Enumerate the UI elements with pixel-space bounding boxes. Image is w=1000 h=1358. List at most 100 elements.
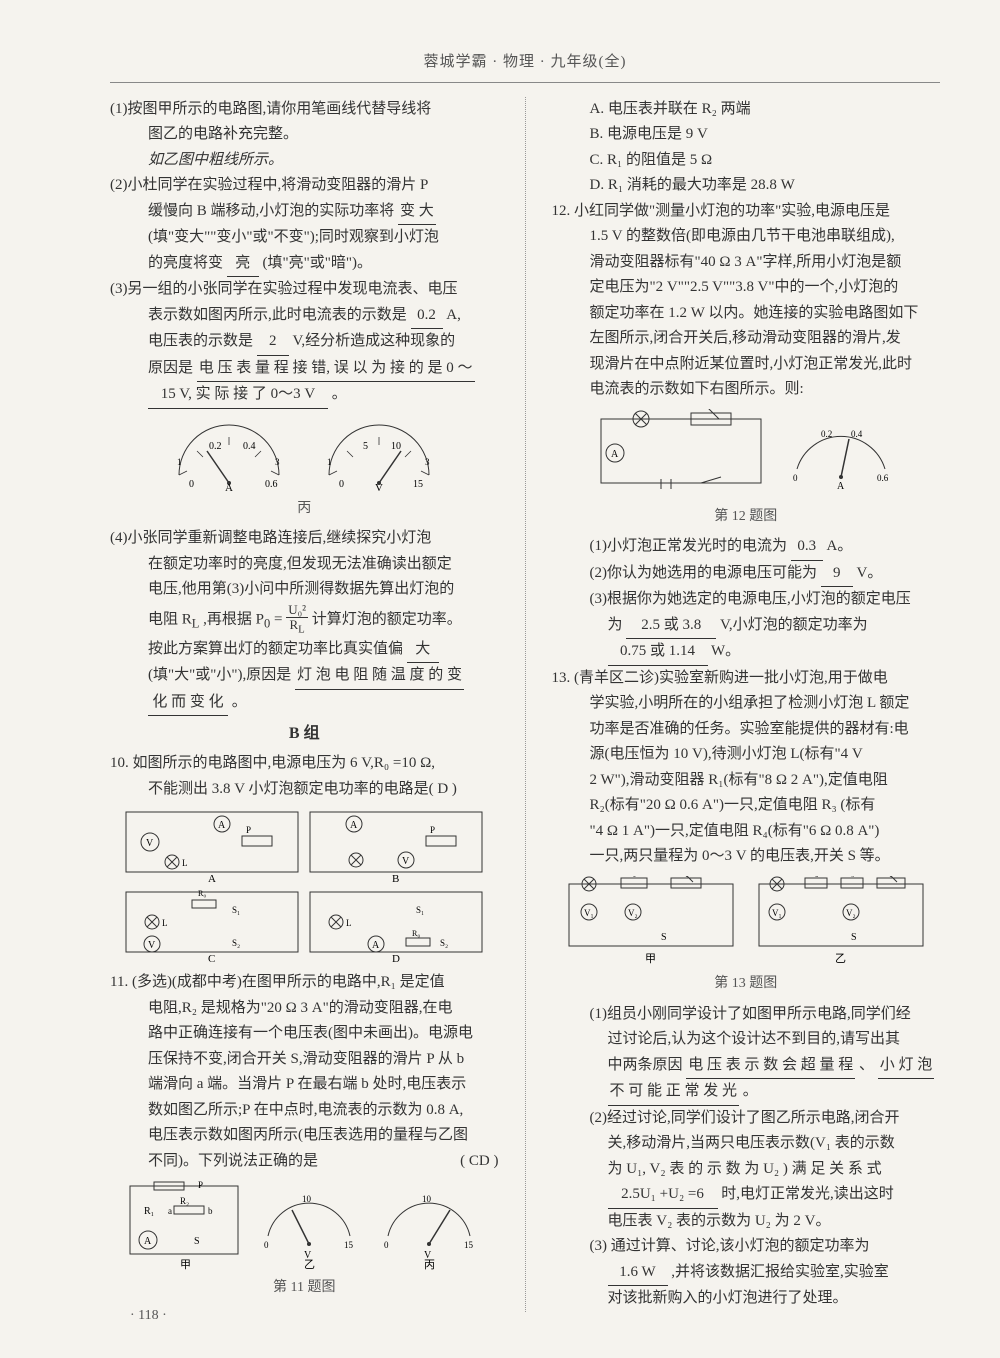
right-column: A. 电压表并联在 R₂ 两端 B. 电源电压是 9 V C. R₁ 的阻值是 … [552, 97, 941, 1312]
voltmeter-icon: 0 5 10 15 1 3 V [309, 415, 449, 491]
q1-4-line7: 化 而 变 化 。 [110, 690, 499, 717]
blank-q13-1b: 小 灯 泡 [878, 1053, 935, 1080]
page-number: · 118 · [130, 1304, 167, 1328]
q10-answer: D [437, 781, 448, 797]
svg-text:A: A [144, 1236, 152, 1247]
text: V,小灯泡的额定功率为 [720, 617, 868, 633]
meter-bing-icon: 01015 V 丙 [374, 1180, 484, 1270]
text: 的亮度将变 [148, 255, 223, 271]
svg-text:乙: 乙 [835, 952, 846, 965]
q13-1-l4: 不 可 能 正 常 发 光 。 [552, 1079, 941, 1106]
blank-q12-2: 9 [821, 561, 853, 588]
blank-reason2: 15 V, 实 际 接 了 0～3 V [148, 382, 328, 409]
svg-text:V: V [146, 838, 154, 849]
text: 中两条原因 [608, 1057, 683, 1073]
q13-2-l4: 2.5U₁ +U₂ =6 时,电灯正常发光,读出这时 [552, 1182, 941, 1209]
q1-3-line1: (3)另一组的小张同学在实验过程中发现电流表、电压 [110, 277, 499, 303]
q13-line4: 源(电压恒为 10 V),待测小灯泡 L(标有"4 V [552, 742, 941, 768]
text: A。 [827, 538, 853, 554]
svg-text:0.4: 0.4 [851, 429, 863, 439]
q12-line1: 12. 小红同学做"测量小灯泡的功率"实验,电源电压是 [552, 199, 941, 225]
svg-text:R₂: R₂ [180, 1196, 189, 1206]
q13-2-l5: 电压表 V₂ 表的示数为 U₂ 为 2 V。 [552, 1209, 941, 1235]
blank-current: 0.2 [411, 303, 443, 330]
q11-line5: 端滑向 a 端。当滑片 P 在最右端 b 处时,电压表示 [110, 1072, 499, 1098]
svg-text:3: 3 [275, 457, 280, 467]
blank-bright: 亮 [227, 251, 259, 278]
q12-line8: 电流表的示数如下右图所示。则: [552, 377, 941, 403]
svg-text:R₀: R₀ [412, 929, 420, 938]
q12-1: (1)小灯泡正常发光时的电流为 0.3 A。 [552, 534, 941, 561]
q12-2: (2)你认为她选用的电源电压可能为 9 V。 [552, 561, 941, 588]
svg-text:P: P [198, 1180, 203, 1190]
q1-2-line2: 缓慢向 B 端移动,小灯泡的实际功率将 变 大 [110, 199, 499, 226]
q1-3-line4: 原因是 电 压 表 量 程 接 错, 误 以 为 接 的 是 0 ～ [110, 356, 499, 383]
svg-text:0: 0 [793, 473, 798, 483]
q1-4-line5: 按此方案算出灯的额定功率比真实值偏 大 [110, 637, 499, 664]
svg-text:A: A [208, 873, 216, 884]
svg-text:0: 0 [264, 1240, 269, 1250]
q12-line2: 1.5 V 的整数倍(即电源由几节干电池串联组成), [552, 224, 941, 250]
q13-line6: R₂(标有"20 Ω 0.6 A")一只,定值电阻 R₃ (标有 [552, 793, 941, 819]
svg-text:A: A [372, 940, 380, 951]
svg-text:D: D [392, 953, 400, 964]
svg-text:L: L [771, 876, 777, 877]
text: 。 [743, 1083, 758, 1099]
blank-voltage: 2 [257, 329, 289, 356]
q1-3-line3: 电压表的示数是 2 V,经分析造成这种现象的 [110, 329, 499, 356]
q13-1-l2: 过讨论后,认为这个设计达不到目的,请写出其 [552, 1027, 941, 1053]
fig12-caption: 第 12 题图 [552, 505, 941, 529]
q12-line6: 左图所示,闭合开关后,移动滑动变阻器的滑片,发 [552, 326, 941, 352]
q13-2-l2: 关,移动滑片,当两只电压表示数(V₁ 表的示数 [552, 1131, 941, 1157]
svg-text:15: 15 [413, 479, 423, 490]
text: A, [446, 307, 461, 323]
svg-text:S₁: S₁ [416, 905, 424, 915]
left-column: (1)按图甲所示的电路图,请你用笔画线代替导线将 图乙的电路补充完整。 如乙图中… [110, 97, 499, 1312]
svg-text:5: 5 [363, 441, 368, 452]
svg-text:3: 3 [425, 457, 430, 467]
q12-line5: 额定功率在 1.2 W 以内。她连接的实验电路图如下 [552, 301, 941, 327]
blank-q13-1a: 电 压 表 示 数 会 超 量 程 [686, 1053, 855, 1080]
content-columns: (1)按图甲所示的电路图,请你用笔画线代替导线将 图乙的电路补充完整。 如乙图中… [110, 97, 940, 1312]
blank-q13-2: 2.5U₁ +U₂ =6 [608, 1182, 718, 1209]
svg-text:0: 0 [339, 479, 344, 490]
q13-1-l1: (1)组员小刚同学设计了如图甲所示电路,同学们经 [552, 1002, 941, 1028]
q1-4-line2: 在额定功率时的亮度,但发现无法准确读出额定 [110, 552, 499, 578]
circuit-q12-icon: A [591, 409, 771, 499]
svg-text:C: C [208, 953, 215, 964]
svg-text:1: 1 [177, 457, 182, 467]
circuit-q13-yi-icon: L R₄ R₃ R₁ V₁ V₂ S 乙 [751, 876, 931, 966]
svg-text:L: L [583, 876, 589, 877]
svg-text:V: V [148, 940, 156, 951]
circuit-q13-jia-icon: L R₂ R₁ V₁ V₂ S 甲 [561, 876, 741, 966]
q1-2-line3: (填"变大""变小"或"不变");同时观察到小灯泡 [110, 225, 499, 251]
text: V。 [857, 565, 883, 581]
q11-answer: ( CD ) [460, 1149, 498, 1175]
q1-3-line5: 15 V, 实 际 接 了 0～3 V 。 [110, 382, 499, 409]
text: 计算灯泡的额定功率。 [312, 611, 462, 627]
text: 缓慢向 B 端移动,小灯泡的实际功率将 [148, 203, 394, 219]
svg-text:R₃: R₃ [845, 876, 854, 877]
q13-3-l2: 1.6 W ,并将该数据汇报给实验室,实验室 [552, 1260, 941, 1287]
svg-text:甲: 甲 [180, 1259, 191, 1270]
page-title: 蓉城学霸 · 物理 · 九年级(全) [110, 50, 940, 76]
text: 。 [332, 386, 347, 402]
q1-1-line2: 图乙的电路补充完整。 [110, 122, 499, 148]
circuit-a-icon: VAPLA [122, 808, 302, 884]
ammeter-q12-icon: 00.20.40.6 A [781, 409, 901, 499]
q11-line1: 11. (多选)(成都中考)在图甲所示的电路中,R₁ 是定值 [110, 970, 499, 996]
q10-circuits: VAPLA APVB LR₀S₁VS₂C LS₁AR₀S₂D [110, 808, 499, 964]
text: W。 [711, 643, 740, 659]
text: ) [452, 781, 457, 797]
q13-line8: 一只,两只量程为 0～3 V 的电压表,开关 S 等。 [552, 844, 941, 870]
q13-line3: 功率是否准确的任务。实验室能提供的器材有:电 [552, 717, 941, 743]
svg-text:A: A [837, 481, 845, 492]
svg-text:b: b [208, 1206, 213, 1216]
svg-text:A: A [611, 449, 619, 460]
svg-text:R₁: R₁ [144, 1206, 154, 1217]
q1-4-line4: 电阻 RL ,再根据 P0 = U₀²RL 计算灯泡的额定功率。 [110, 603, 499, 637]
ammeter-icon: 0 0.2 0.4 0.6 1 3 A [159, 415, 299, 491]
q11-optC: C. R₁ 的阻值是 5 Ω [552, 148, 941, 174]
q12-3-l3: 0.75 或 1.14 W。 [552, 639, 941, 666]
blank-q12-3b: 0.75 或 1.14 [608, 639, 708, 666]
